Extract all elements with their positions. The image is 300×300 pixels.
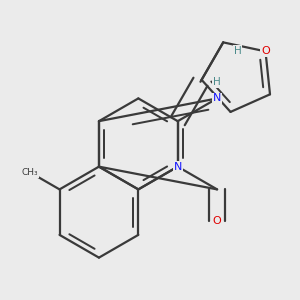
Text: H: H — [213, 77, 221, 87]
Text: H: H — [234, 46, 242, 56]
Text: N: N — [213, 93, 221, 103]
Text: N: N — [173, 162, 182, 172]
Text: O: O — [261, 46, 270, 56]
Text: CH₃: CH₃ — [22, 168, 38, 177]
Text: O: O — [213, 216, 221, 226]
